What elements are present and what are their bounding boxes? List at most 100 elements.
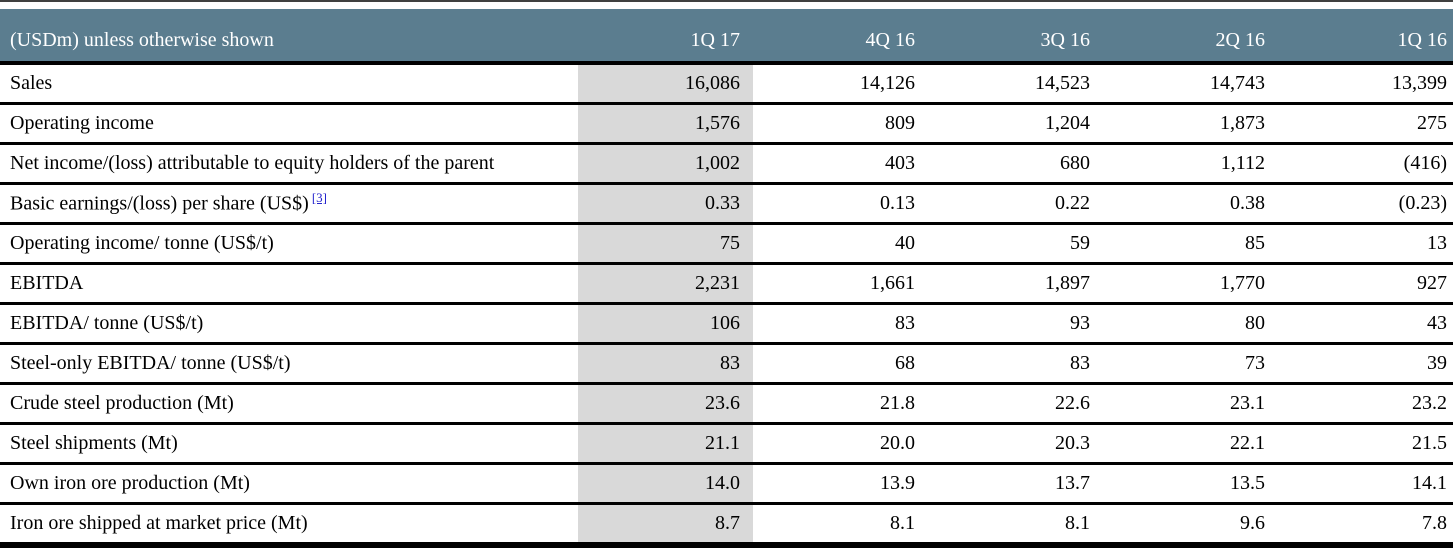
cell-4q16: 21.8 (880, 392, 915, 414)
row-label-text: Crude steel production (Mt) (10, 392, 234, 414)
column-header-4q16: 4Q 16 (865, 29, 915, 51)
cell-3q16: 59 (1070, 232, 1090, 254)
cell-4q16: 809 (885, 112, 915, 134)
table-header-row: (USDm) unless otherwise shown 1Q 17 4Q 16… (0, 9, 1453, 61)
cell-4q16: 1,661 (870, 272, 915, 294)
column-header-3q16: 3Q 16 (1040, 29, 1090, 51)
cell-2q16: 9.6 (1240, 512, 1265, 534)
cell-3q16: 680 (1060, 152, 1090, 174)
table-header-unit-label: (USDm) unless otherwise shown (10, 29, 274, 51)
cell-2q16: 73 (1245, 352, 1265, 374)
cell-3q16: 20.3 (1055, 432, 1090, 454)
row-label-text: Sales (10, 72, 53, 94)
cell-2q16: 1,112 (1220, 152, 1265, 174)
cell-1q16: 13,399 (1392, 72, 1447, 94)
cell-1q16: 23.2 (1412, 392, 1447, 414)
row-label: Iron ore shipped at market price (Mt) (0, 512, 578, 535)
cell-3q16: 83 (1070, 352, 1090, 374)
cell-3q16: 0.22 (1055, 192, 1090, 214)
cell-2q16: 1,873 (1220, 112, 1265, 134)
cell-1q16: 275 (1417, 112, 1447, 134)
cell-1q16: 39 (1427, 352, 1447, 374)
table-row: EBITDA/ tonne (US$/t) 106 83 93 80 43 (0, 305, 1453, 345)
cell-3q16: 1,897 (1045, 272, 1090, 294)
cell-1q17: 23.6 (578, 385, 753, 422)
cell-3q16: 22.6 (1055, 392, 1090, 414)
cell-1q17: 106 (578, 305, 753, 342)
cell-1q16: 927 (1417, 272, 1447, 294)
table-row: Sales 16,086 14,126 14,523 14,743 13,399 (0, 65, 1453, 105)
row-label: EBITDA (0, 272, 578, 295)
table-row: Iron ore shipped at market price (Mt) 8.7… (0, 505, 1453, 548)
table-top-rule (0, 0, 1453, 2)
header-rule (0, 61, 1453, 65)
row-label-text: Net income/(loss) attributable to equity… (10, 152, 495, 174)
cell-1q17: 16,086 (578, 65, 753, 102)
column-header-1q17: 1Q 17 (690, 29, 740, 51)
cell-1q17: 1,002 (578, 145, 753, 182)
cell-4q16: 14,126 (860, 72, 915, 94)
cell-1q16: 43 (1427, 312, 1447, 334)
cell-3q16: 93 (1070, 312, 1090, 334)
table-row: Steel shipments (Mt) 21.1 20.0 20.3 22.1 21.5 (0, 425, 1453, 465)
row-label-text: Operating income/ tonne (US$/t) (10, 232, 274, 254)
footnote-link[interactable]: [3] (311, 191, 327, 206)
cell-3q16: 1,204 (1045, 112, 1090, 134)
table-row: Own iron ore production (Mt) 14.0 13.9 13.7… (0, 465, 1453, 505)
table-row: Net income/(loss) attributable to equity… (0, 145, 1453, 185)
row-label-text: Iron ore shipped at market price (Mt) (10, 512, 308, 534)
row-label-text: Operating income (10, 112, 154, 134)
row-label: Steel-only EBITDA/ tonne (US$/t) (0, 352, 578, 375)
cell-4q16: 0.13 (880, 192, 915, 214)
row-label: Sales (0, 72, 578, 95)
cell-1q17: 2,231 (578, 265, 753, 302)
cell-2q16: 22.1 (1230, 432, 1265, 454)
cell-1q17: 1,576 (578, 105, 753, 142)
cell-4q16: 13.9 (880, 472, 915, 494)
table-row: Operating income/ tonne (US$/t) 75 40 59 85 1… (0, 225, 1453, 265)
table-row: Crude steel production (Mt) 23.6 21.8 22.6 2… (0, 385, 1453, 425)
cell-4q16: 8.1 (890, 512, 915, 534)
row-label-text: EBITDA (10, 272, 84, 294)
cell-2q16: 14,743 (1210, 72, 1265, 94)
column-header-1q16: 1Q 16 (1397, 29, 1447, 51)
row-label: Basic earnings/(loss) per share (US$) [3] (0, 191, 578, 216)
cell-1q17: 14.0 (578, 465, 753, 502)
cell-4q16: 20.0 (880, 432, 915, 454)
cell-2q16: 80 (1245, 312, 1265, 334)
cell-3q16: 13.7 (1055, 472, 1090, 494)
cell-4q16: 68 (895, 352, 915, 374)
row-label-text: Steel-only EBITDA/ tonne (US$/t) (10, 352, 291, 374)
cell-4q16: 83 (895, 312, 915, 334)
row-label-text: Steel shipments (Mt) (10, 432, 178, 454)
cell-1q16: (416) (1403, 152, 1447, 174)
cell-1q16: 21.5 (1412, 432, 1447, 454)
cell-1q16: 7.8 (1422, 512, 1447, 534)
column-header-2q16: 2Q 16 (1215, 29, 1265, 51)
row-label: Net income/(loss) attributable to equity… (0, 152, 578, 175)
cell-1q17: 21.1 (578, 425, 753, 462)
table-row: Basic earnings/(loss) per share (US$) [3]… (0, 185, 1453, 225)
cell-4q16: 40 (895, 232, 915, 254)
table-row: Steel-only EBITDA/ tonne (US$/t) 83 68 83 73… (0, 345, 1453, 385)
cell-2q16: 13.5 (1230, 472, 1265, 494)
cell-2q16: 0.38 (1230, 192, 1265, 214)
cell-1q17: 8.7 (578, 505, 753, 542)
row-label: Operating income (0, 112, 578, 135)
row-label-text: EBITDA/ tonne (US$/t) (10, 312, 204, 334)
cell-1q17: 0.33 (578, 185, 753, 222)
row-label-text: Own iron ore production (Mt) (10, 472, 250, 494)
row-label: Steel shipments (Mt) (0, 432, 578, 455)
cell-1q16: 13 (1427, 232, 1447, 254)
cell-1q16: 14.1 (1412, 472, 1447, 494)
row-label: EBITDA/ tonne (US$/t) (0, 312, 578, 335)
row-label-text: Basic earnings/(loss) per share (US$) (10, 192, 309, 215)
row-label: Crude steel production (Mt) (0, 392, 578, 415)
cell-1q16: (0.23) (1398, 192, 1447, 214)
cell-2q16: 1,770 (1220, 272, 1265, 294)
table-body: Sales 16,086 14,126 14,523 14,743 13,399 Opera… (0, 65, 1453, 548)
cell-4q16: 403 (885, 152, 915, 174)
row-label: Own iron ore production (Mt) (0, 472, 578, 495)
cell-2q16: 85 (1245, 232, 1265, 254)
